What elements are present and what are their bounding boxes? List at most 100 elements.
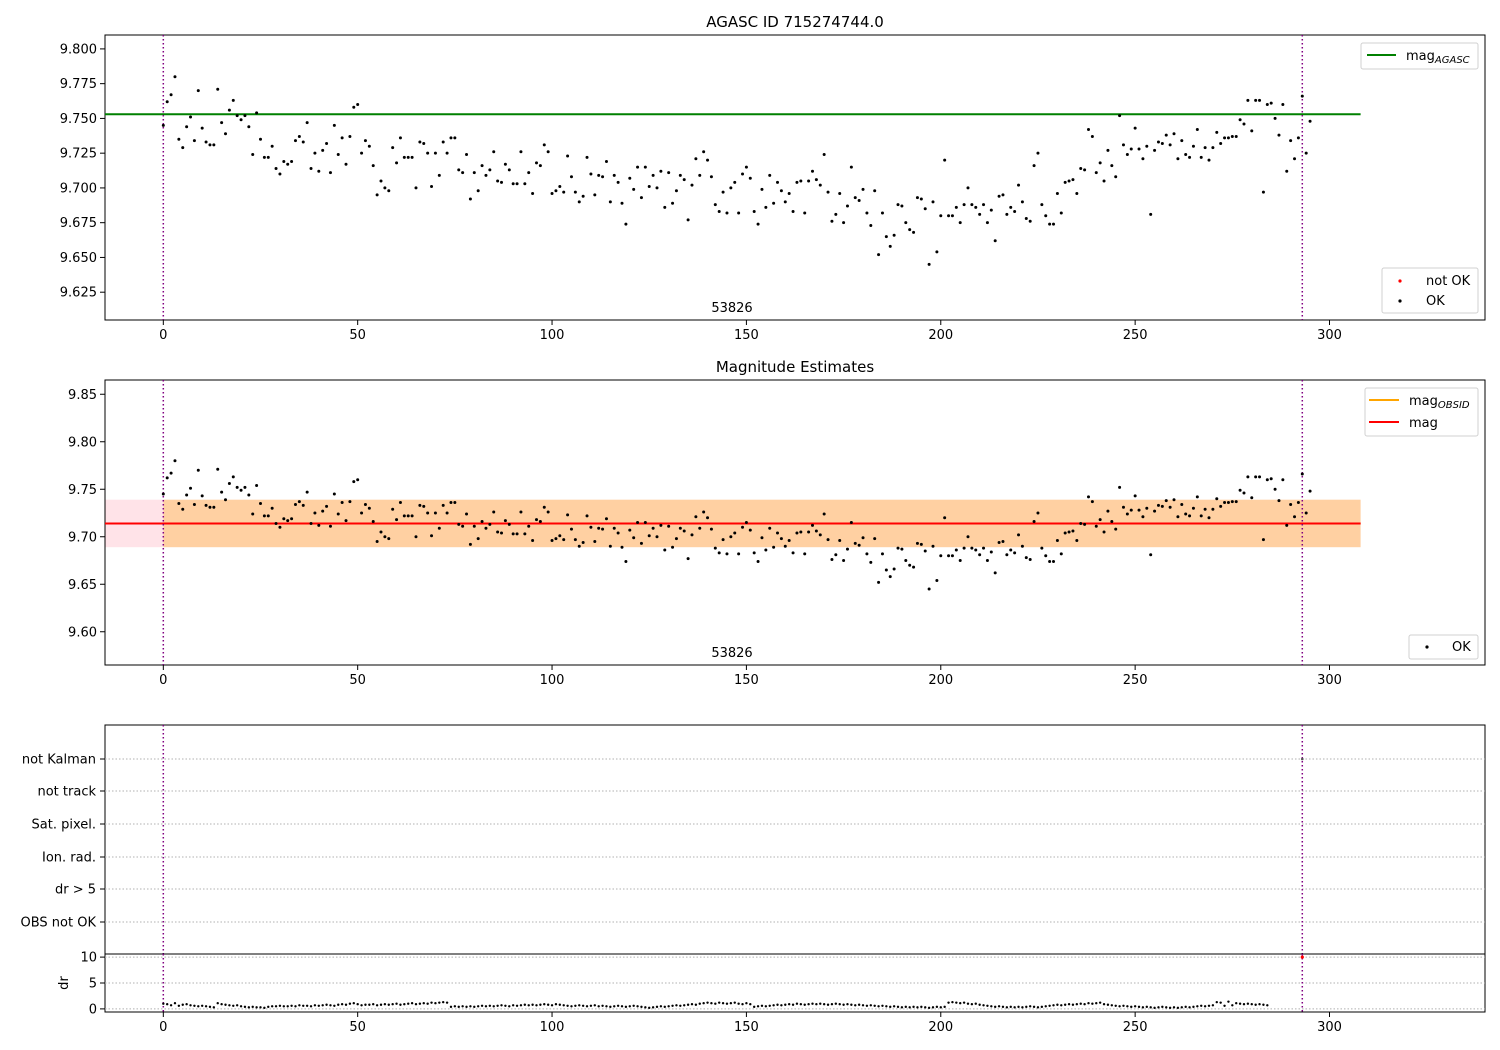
agasc-ok-data-point <box>604 160 608 164</box>
magnitude-ok-data-point <box>542 505 546 509</box>
dr-data-point <box>1130 1005 1133 1009</box>
dr-data-point <box>1048 1004 1051 1007</box>
dr-data-point <box>535 1004 538 1007</box>
dr-data-point <box>1149 1006 1152 1009</box>
dr-data-point <box>309 1005 313 1008</box>
magnitude-ok-data-point <box>744 521 748 524</box>
magnitude-x-tick-label: 250 <box>1123 673 1148 688</box>
dr-data-point <box>1207 1004 1211 1007</box>
agasc-ok-data-point <box>1261 190 1265 194</box>
agasc-ok-data-point <box>262 155 266 159</box>
magnitude-ok-data-point <box>282 517 286 521</box>
magnitude-ok-data-point <box>224 498 228 502</box>
agasc-ok-data-point <box>912 230 916 234</box>
dr-flagged-point <box>1300 955 1304 959</box>
magnitude-ok-data-point <box>709 527 713 531</box>
dr-data-point <box>632 1004 635 1007</box>
agasc-ok-data-point <box>1048 222 1052 226</box>
dr-data-point <box>655 1005 659 1009</box>
dr-data-point <box>372 1003 375 1006</box>
dr-data-point <box>737 1002 740 1005</box>
agasc-ok-data-point <box>1191 144 1195 148</box>
dr-data-point <box>193 1004 196 1007</box>
agasc-ok-data-point <box>799 179 803 183</box>
magnitude-ok-data-point <box>391 507 395 511</box>
agasc-ok-data-point <box>173 75 177 79</box>
magnitude-x-tick-label: 0 <box>159 673 167 688</box>
magnitude-ok-data-point <box>1017 533 1021 537</box>
agasc-ok-data-point <box>332 123 336 127</box>
agasc-ok-data-point <box>414 186 418 190</box>
dr-data-point <box>924 1006 927 1009</box>
dr-data-point <box>854 1004 857 1007</box>
magnitude-y-tick-label: 9.85 <box>68 388 97 403</box>
agasc-ok-data-point <box>1308 119 1312 123</box>
agasc-ok-data-point <box>667 171 671 175</box>
dr-y-tick-label: 10 <box>80 951 97 966</box>
dr-data-point <box>298 1004 301 1007</box>
agasc-ok-data-point <box>748 176 752 180</box>
dr-data-point <box>795 1002 799 1005</box>
agasc-ok-data-point <box>702 150 706 154</box>
magnitude-ok-data-point <box>725 552 729 556</box>
dr-data-point <box>585 1005 589 1008</box>
dr-data-point <box>274 1005 278 1008</box>
dr-data-point <box>686 1003 690 1006</box>
dr-data-point <box>543 1003 546 1006</box>
agasc-ok-data-point <box>744 165 748 169</box>
dr-data-point <box>239 1005 243 1008</box>
dr-data-point <box>519 1004 523 1007</box>
agasc-ok-data-point <box>1075 191 1079 195</box>
dr-data-point <box>270 1005 274 1008</box>
agasc-ok-data-point <box>659 169 663 173</box>
dr-data-point <box>426 1002 429 1005</box>
dr-data-point <box>714 1002 717 1005</box>
dr-data-point <box>1258 1003 1261 1006</box>
agasc-ok-data-point <box>810 169 814 173</box>
magnitude-ok-data-point <box>243 485 247 489</box>
magnitude-ok-data-point <box>1304 511 1308 515</box>
agasc-ok-data-point <box>1289 139 1293 143</box>
agasc-ok-data-point <box>1153 148 1157 152</box>
magnitude-ok-data-point <box>659 523 663 527</box>
dr-data-point <box>749 1003 752 1006</box>
agasc-ok-data-point <box>1180 139 1184 143</box>
magnitude-ok-data-point <box>1048 559 1052 563</box>
magnitude-ok-data-point <box>220 490 224 494</box>
dr-data-point <box>1188 1006 1191 1009</box>
dr-data-point <box>278 1004 282 1007</box>
agasc-ok-data-point <box>363 139 367 143</box>
magnitude-ok-data-point <box>814 529 818 533</box>
agasc-ok-data-point <box>752 210 756 214</box>
magnitude-ok-data-point <box>293 502 297 506</box>
dr-data-point <box>383 1003 387 1006</box>
dr-data-point <box>1176 1006 1180 1010</box>
dr-data-point <box>791 1003 795 1006</box>
agasc-ok-data-point <box>721 190 725 194</box>
agasc-ok-data-point <box>764 205 768 209</box>
dr-data-point <box>305 1004 309 1007</box>
magnitude-ok-data-point <box>943 516 947 520</box>
dr-data-point <box>1223 1004 1226 1007</box>
magnitude-ok-data-point <box>978 553 982 557</box>
agasc-ok-data-point <box>542 143 546 147</box>
agasc-ok-data-point <box>566 154 570 158</box>
agasc-ok-data-point <box>480 164 484 168</box>
dr-data-point <box>1246 1002 1250 1005</box>
dr-data-point <box>1060 1004 1063 1007</box>
dr-data-point <box>1067 1003 1071 1006</box>
magnitude-ok-data-point <box>1223 501 1227 505</box>
agasc-ok-data-point <box>1090 134 1094 138</box>
magnitude-ok-data-point <box>290 517 294 521</box>
agasc-ok-data-point <box>395 161 399 165</box>
dr-data-point <box>403 1003 406 1006</box>
magnitude-ok-data-point <box>1055 539 1059 543</box>
legend-mag-label: mag <box>1409 416 1438 431</box>
dr-data-point <box>581 1004 585 1007</box>
agasc-ok-data-point <box>612 173 616 177</box>
agasc-ok-data-point <box>1265 103 1269 107</box>
dr-data-point <box>430 1001 433 1004</box>
dr-data-point <box>321 1004 324 1007</box>
agasc-y-tick-label: 9.700 <box>60 181 97 196</box>
